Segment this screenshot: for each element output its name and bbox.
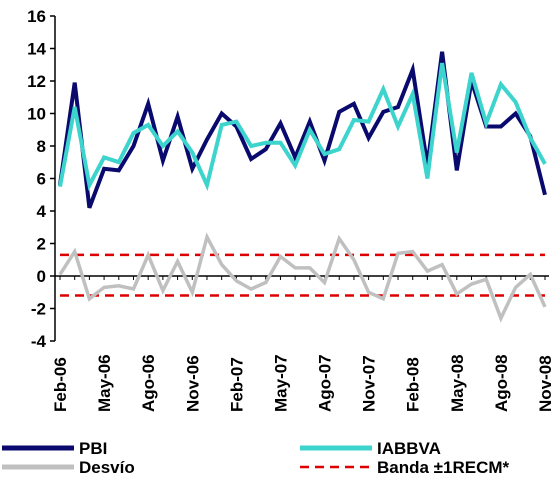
x-tick-label: May-07 xyxy=(271,354,290,412)
y-tick-label: 2 xyxy=(37,235,46,254)
y-tick-label: 16 xyxy=(27,7,46,26)
x-tick-label: Ago-08 xyxy=(492,354,511,412)
legend-label: PBI xyxy=(79,439,107,458)
y-tick-label: 12 xyxy=(27,72,46,91)
x-tick-label: Nov-06 xyxy=(183,355,202,412)
x-tick-label: Feb-08 xyxy=(404,357,423,412)
x-tick-label: May-08 xyxy=(448,354,467,412)
band-lines xyxy=(60,253,545,297)
x-tick-label: Nov-08 xyxy=(536,355,555,412)
x-tick-label: Ago-06 xyxy=(139,354,158,412)
legend-label: Desvío xyxy=(79,458,135,477)
x-tick-label: Nov-07 xyxy=(360,355,379,412)
x-tick-label: Feb-06 xyxy=(51,357,70,412)
x-tick-label: Ago-07 xyxy=(316,354,335,412)
x-tick-label: Feb-07 xyxy=(227,357,246,412)
legend: PBI IABBVA Desvío Banda ±1RECM* xyxy=(2,439,510,477)
desvio-line xyxy=(58,232,547,323)
legend-label: Banda ±1RECM* xyxy=(377,458,510,477)
x-tick-label: May-06 xyxy=(95,354,114,412)
pbi-line xyxy=(58,51,547,209)
legend-label: IABBVA xyxy=(377,439,441,458)
y-tick-label: 0 xyxy=(37,267,46,286)
y-tick-label: 8 xyxy=(37,137,46,156)
series-lines xyxy=(58,51,547,323)
y-tick-label: -2 xyxy=(31,300,46,319)
x-axis: Feb-06 May-06 Ago-06 Nov-06 Feb-07 May-07 Ago-… xyxy=(51,275,555,412)
y-tick-label: -4 xyxy=(31,332,47,351)
y-tick-label: 4 xyxy=(37,202,47,221)
y-axis: -4 -2 0 2 4 6 8 10 12 14 16 xyxy=(27,7,56,351)
y-tick-label: 10 xyxy=(27,105,46,124)
y-tick-label: 14 xyxy=(27,40,46,59)
y-tick-label: 6 xyxy=(37,170,46,189)
iabbva-line xyxy=(58,62,547,192)
